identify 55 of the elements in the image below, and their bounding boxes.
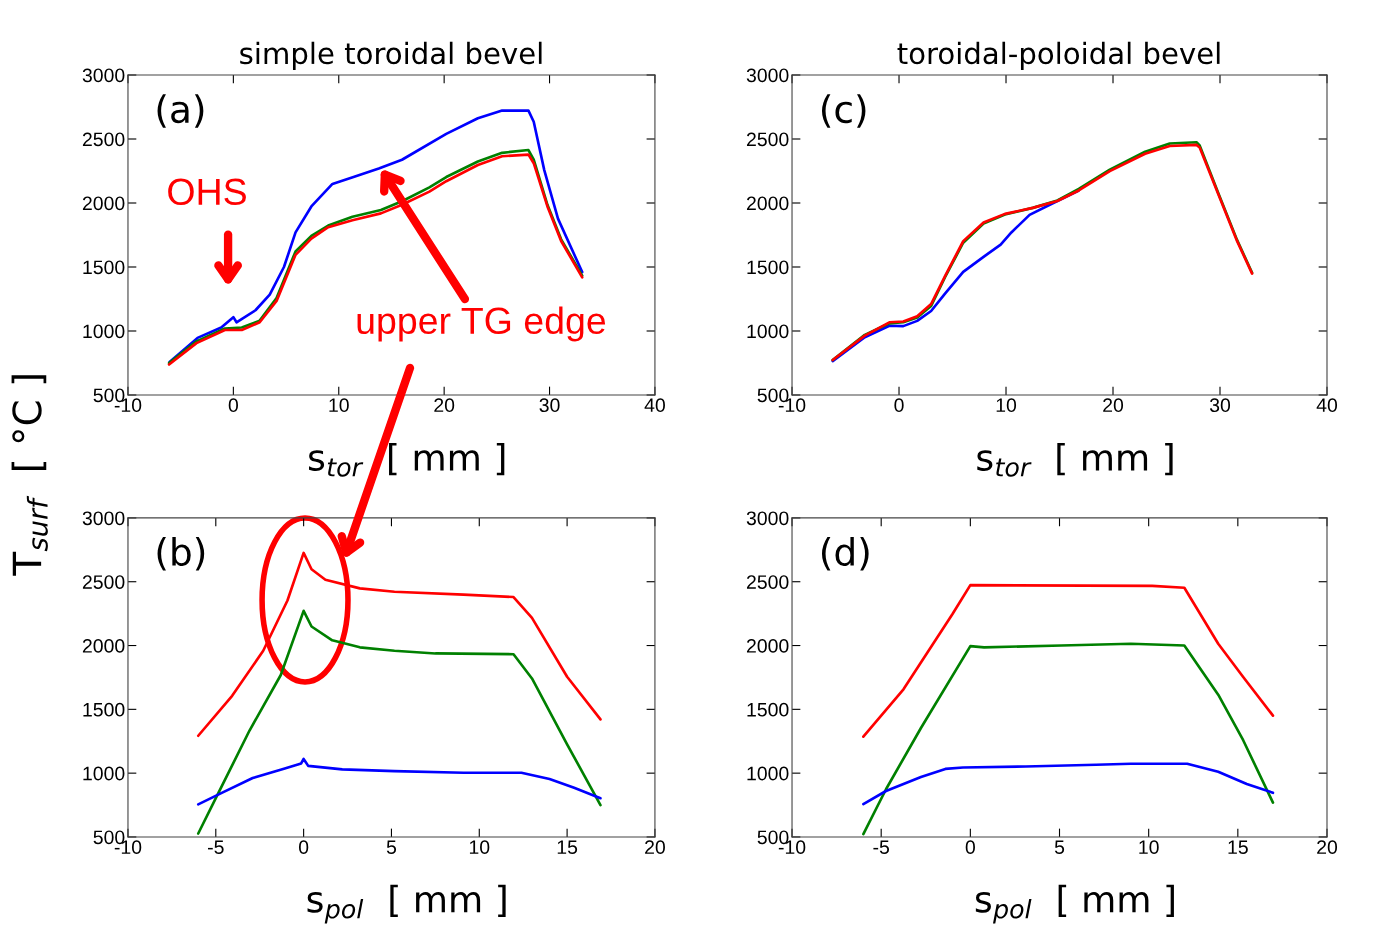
annotation: (d) xyxy=(822,537,869,571)
x-tick-label: 5 xyxy=(386,840,397,855)
annotation: (b) xyxy=(157,537,205,571)
x-tick-label: 0 xyxy=(965,840,975,855)
x-tick-label: 10 xyxy=(329,398,349,413)
y-tick-label: 2500 xyxy=(746,132,789,147)
annotation: OHS xyxy=(168,178,246,206)
annotation: (a) xyxy=(157,94,204,128)
x-tick-label: -5 xyxy=(873,840,890,855)
x-axis-title: s$_{tor}$ [ mm ] xyxy=(309,442,505,477)
x-tick-label: 5 xyxy=(1054,840,1065,855)
x-tick-label: 30 xyxy=(1209,398,1231,413)
y-tick-label: 2500 xyxy=(82,575,125,589)
y-tick-label: 3000 xyxy=(82,68,125,83)
x-tick-label: 0 xyxy=(894,398,904,413)
y-tick-label: 3000 xyxy=(82,511,125,526)
x-axis-title: s$_{pol}$ [ mm ] xyxy=(307,884,506,924)
y-tick-label: 1000 xyxy=(747,766,789,781)
y-tick-label: 2000 xyxy=(82,639,125,653)
x-tick-label: 15 xyxy=(557,840,578,855)
x-tick-label: 30 xyxy=(539,398,560,413)
chart-title: simple toroidal bevel xyxy=(240,41,542,70)
x-tick-label: 20 xyxy=(1103,398,1124,413)
x-tick-label: 10 xyxy=(469,840,490,855)
x-tick-label: 0 xyxy=(228,398,239,413)
y-tick-label: 3000 xyxy=(746,511,789,526)
x-tick-label: 10 xyxy=(996,398,1017,413)
y-tick-label: 2000 xyxy=(746,639,789,653)
y-tick-label: 2000 xyxy=(746,196,789,211)
annotation: upper TG edge xyxy=(357,306,606,342)
x-axis-title: s$_{tor}$ [ mm ] xyxy=(977,442,1173,477)
y-tick-label: 2500 xyxy=(82,132,125,147)
x-tick-label: -5 xyxy=(208,840,224,855)
x-tick-label: 10 xyxy=(1139,840,1159,855)
y-tick-label: 1000 xyxy=(83,324,125,339)
chart-title: toroidal-poloidal bevel xyxy=(897,41,1220,70)
y-tick-label: 1000 xyxy=(747,324,789,339)
annotation: (c) xyxy=(822,94,866,128)
y-tick-label: 2500 xyxy=(746,575,789,589)
y-axis-title: T$_{surf}$ [ °C ] xyxy=(11,375,48,576)
y-tick-label: 3000 xyxy=(746,68,789,83)
x-tick-label: 20 xyxy=(1317,840,1338,855)
y-tick-label: 1500 xyxy=(83,260,125,275)
x-tick-label: 40 xyxy=(644,398,665,413)
x-tick-label: 15 xyxy=(1228,840,1248,855)
x-tick-label: 40 xyxy=(1316,398,1338,413)
x-tick-label: 0 xyxy=(298,840,309,855)
y-tick-label: 1500 xyxy=(747,702,789,717)
x-axis-title: s$_{pol}$ [ mm ] xyxy=(975,884,1174,924)
y-tick-label: 1500 xyxy=(83,702,125,717)
x-tick-label: 20 xyxy=(645,840,665,855)
y-tick-label: 2000 xyxy=(82,196,125,211)
x-tick-label: 20 xyxy=(434,398,455,413)
y-tick-label: 1500 xyxy=(747,260,789,275)
y-tick-label: 1000 xyxy=(83,766,125,781)
